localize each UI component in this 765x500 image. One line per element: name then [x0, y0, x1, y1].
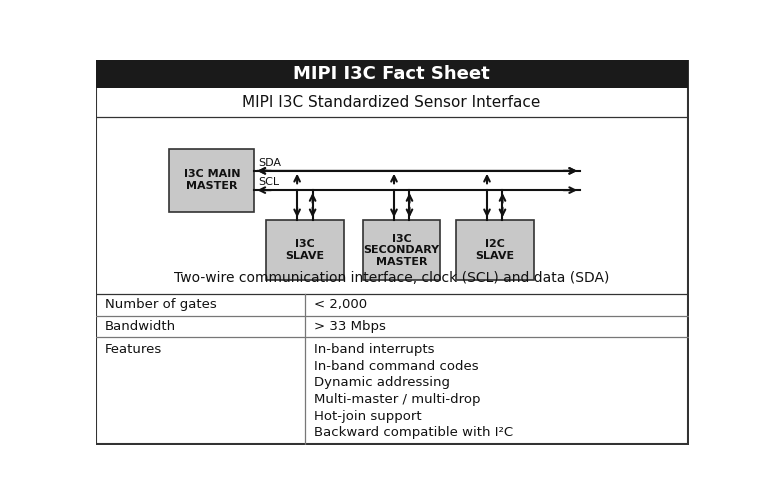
- Text: I2C
SLAVE: I2C SLAVE: [475, 240, 514, 261]
- Text: > 33 Mbps: > 33 Mbps: [314, 320, 386, 333]
- Text: In-band command codes: In-band command codes: [314, 360, 479, 373]
- Text: Dynamic addressing: Dynamic addressing: [314, 376, 450, 390]
- Text: In-band interrupts: In-band interrupts: [314, 344, 435, 356]
- Text: Bandwidth: Bandwidth: [105, 320, 176, 333]
- FancyBboxPatch shape: [456, 220, 533, 280]
- Text: Backward compatible with I²C: Backward compatible with I²C: [314, 426, 513, 439]
- Text: Features: Features: [105, 344, 162, 356]
- Text: I3C
SLAVE: I3C SLAVE: [285, 240, 324, 261]
- Text: MIPI I3C Fact Sheet: MIPI I3C Fact Sheet: [293, 65, 490, 83]
- Text: I3C MAIN
MASTER: I3C MAIN MASTER: [184, 170, 240, 191]
- Text: SCL: SCL: [259, 177, 279, 187]
- FancyBboxPatch shape: [169, 148, 255, 212]
- FancyBboxPatch shape: [266, 220, 343, 280]
- Text: Multi-master / multi-drop: Multi-master / multi-drop: [314, 393, 480, 406]
- Text: MIPI I3C Standardized Sensor Interface: MIPI I3C Standardized Sensor Interface: [243, 95, 541, 110]
- FancyBboxPatch shape: [96, 60, 688, 88]
- Text: Hot-join support: Hot-join support: [314, 410, 422, 422]
- Text: Two-wire communication interface, clock (SCL) and data (SDA): Two-wire communication interface, clock …: [174, 271, 610, 285]
- Text: < 2,000: < 2,000: [314, 298, 367, 312]
- Text: SDA: SDA: [259, 158, 282, 168]
- FancyBboxPatch shape: [363, 220, 441, 280]
- FancyBboxPatch shape: [96, 61, 688, 444]
- Text: I3C
SECONDARY
MASTER: I3C SECONDARY MASTER: [363, 234, 440, 267]
- Text: Number of gates: Number of gates: [105, 298, 216, 312]
